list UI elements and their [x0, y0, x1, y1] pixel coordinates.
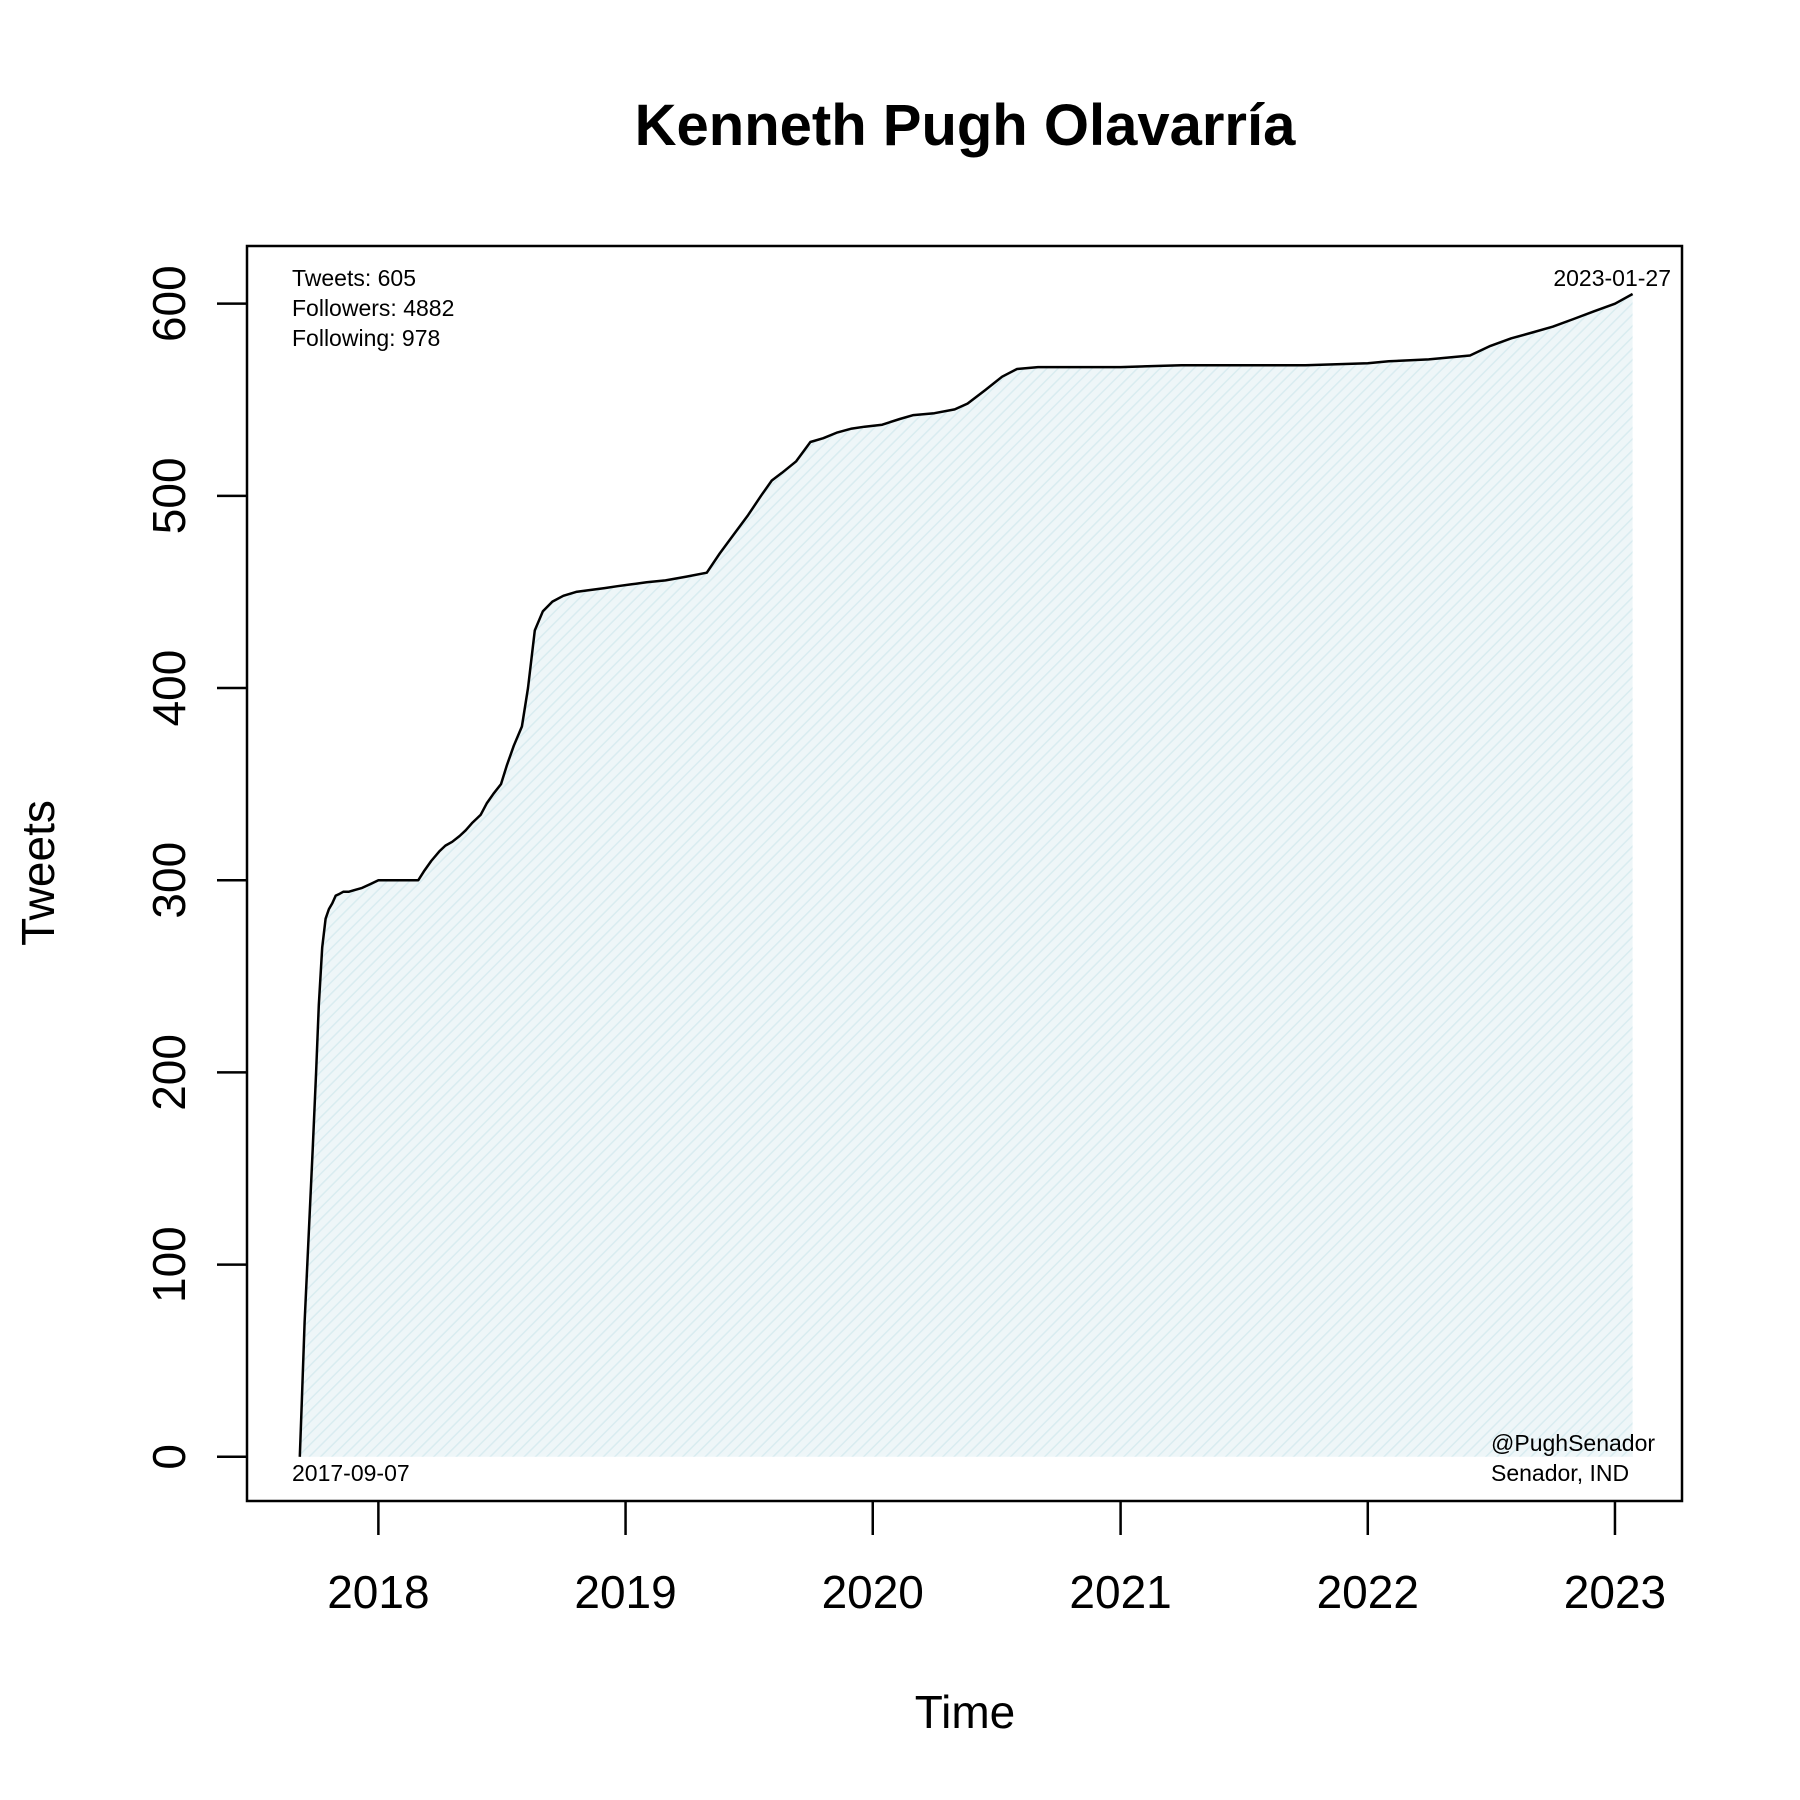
role-label: Senador, IND	[1491, 1460, 1629, 1486]
stats-annotation: Tweets: 605 Followers: 4882 Following: 9…	[292, 265, 454, 351]
y-tick-label-1: 100	[143, 1226, 195, 1303]
stat-tweets: Tweets: 605	[292, 265, 416, 291]
x-tick-label-0: 2018	[327, 1566, 429, 1618]
y-tick-label-3: 300	[143, 842, 195, 919]
y-tick-label-6: 600	[143, 265, 195, 342]
y-axis: 0 100 200 300 400 500 600	[143, 265, 247, 1470]
start-date-label: 2017-09-07	[292, 1460, 410, 1486]
stat-following: Following: 978	[292, 325, 440, 351]
plot-frame	[245, 244, 1684, 1503]
end-date-label: 2023-01-27	[1553, 265, 1671, 291]
y-tick-label-0: 0	[143, 1444, 195, 1470]
handle-label: @PughSenador	[1491, 1430, 1655, 1456]
y-axis-title: Tweets	[12, 800, 64, 946]
y-tick-label-4: 400	[143, 650, 195, 727]
x-tick-label-3: 2021	[1069, 1566, 1171, 1618]
chart-title: Kenneth Pugh Olavarría	[635, 93, 1296, 158]
x-tick-label-5: 2023	[1564, 1566, 1666, 1618]
area-fill	[299, 294, 1633, 1457]
y-tick-label-2: 200	[143, 1034, 195, 1111]
series-line	[298, 292, 1634, 1457]
stat-followers: Followers: 4882	[292, 295, 454, 321]
x-tick-label-1: 2019	[574, 1566, 676, 1618]
y-tick-label-5: 500	[143, 457, 195, 534]
x-axis-title: Time	[915, 1686, 1016, 1738]
x-tick-label-4: 2022	[1317, 1566, 1419, 1618]
x-axis: 2018 2019 2020 2021 2022 2023	[327, 1501, 1666, 1618]
x-tick-label-2: 2020	[822, 1566, 924, 1618]
plot-area	[298, 292, 1634, 1457]
